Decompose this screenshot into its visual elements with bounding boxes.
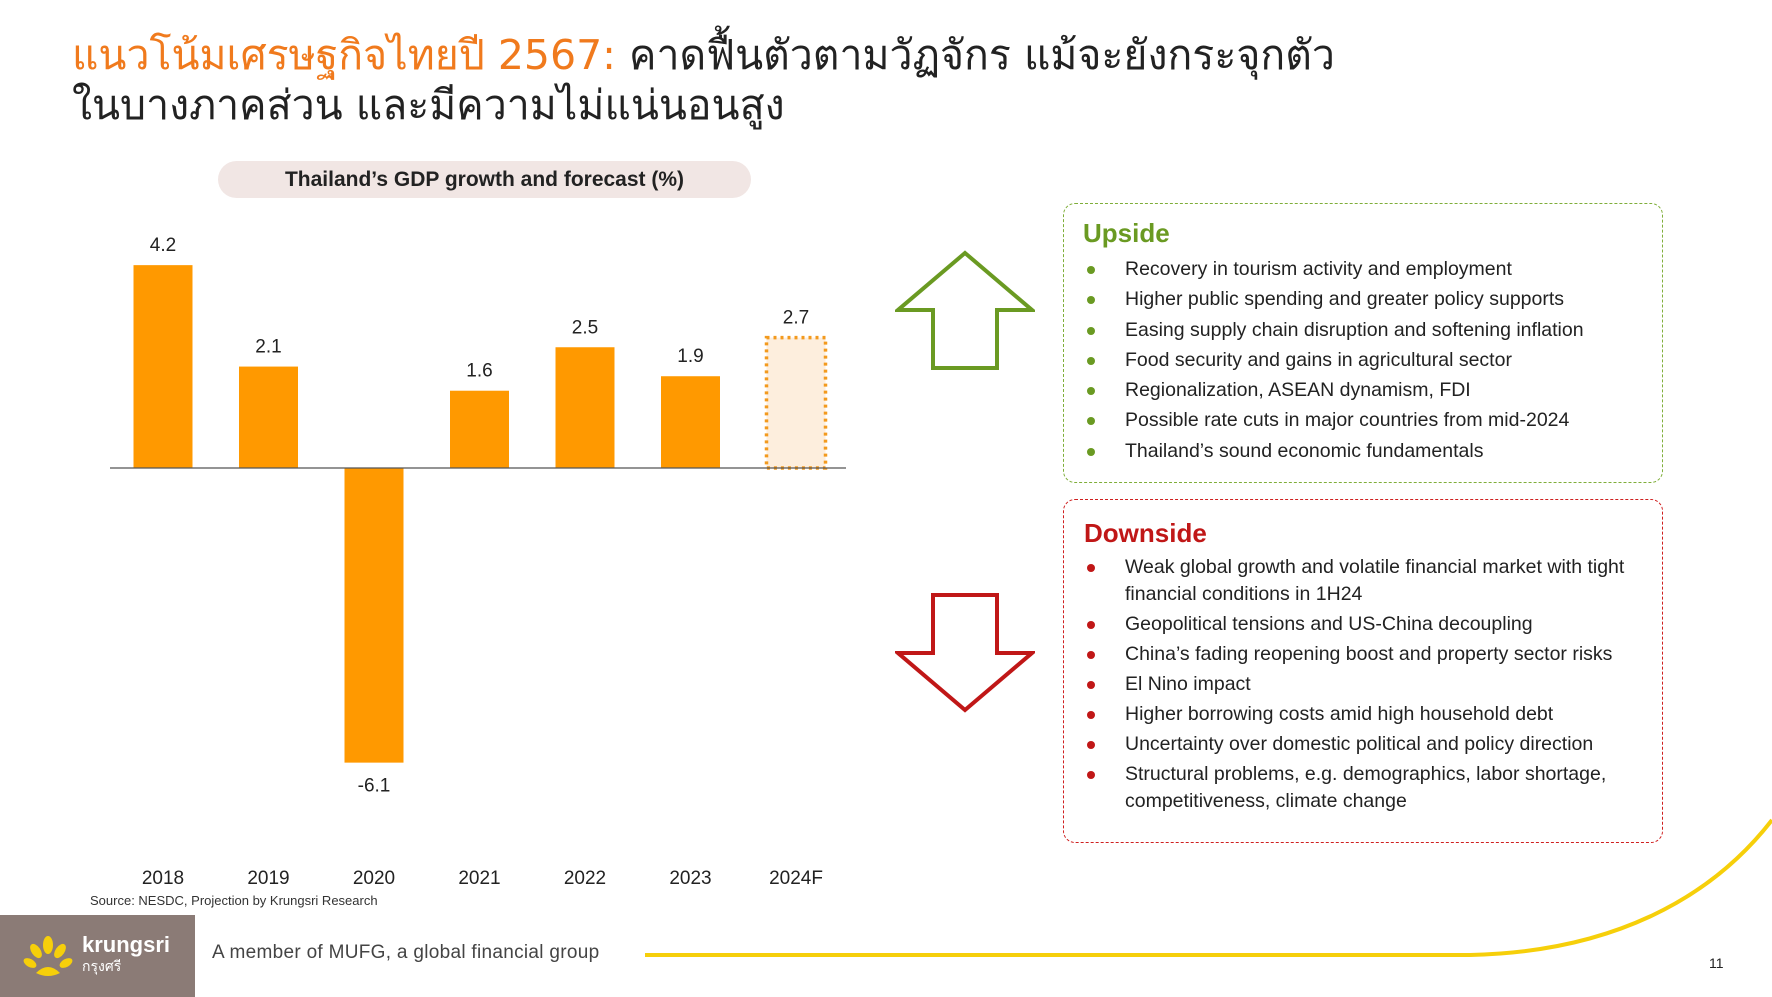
- upside-heading: Upside: [1083, 218, 1170, 248]
- downside-item: El Nino impact: [1084, 671, 1644, 698]
- upside-box: Upside Recovery in tourism activity and …: [1063, 203, 1663, 483]
- data-label: 1.9: [677, 346, 703, 367]
- upside-item-text: Food security and gains in agricultural …: [1125, 348, 1512, 371]
- bullet-icon: [1087, 680, 1095, 689]
- downside-item-text: Weak global growth and volatile financia…: [1125, 556, 1625, 605]
- page-title-line2: ในบางภาคส่วน และมีความไม่แน่นอนสูง: [72, 81, 785, 129]
- downside-item-text: Structural problems, e.g. demographics, …: [1125, 763, 1607, 812]
- upside-item: Possible rate cuts in major countries fr…: [1084, 407, 1644, 434]
- bar: [239, 366, 298, 468]
- downside-box: Downside Weak global growth and volatile…: [1063, 499, 1663, 843]
- down-arrow-icon: [895, 593, 1035, 713]
- page-title: แนวโน้มเศรษฐกิจไทยปี 2567: คาดฟื้นตัวตาม…: [72, 30, 1672, 130]
- krungsri-emblem-icon: [23, 936, 73, 976]
- downside-list: Weak global growth and volatile financia…: [1084, 554, 1644, 818]
- bullet-icon: [1087, 296, 1095, 305]
- upside-list: Recovery in tourism activity and employm…: [1084, 256, 1644, 468]
- bullet-icon: [1087, 564, 1095, 572]
- upside-item-text: Recovery in tourism activity and employm…: [1125, 258, 1512, 280]
- logo-name: krungsri: [82, 932, 171, 957]
- downside-item-text: Higher borrowing costs amid high househo…: [1125, 702, 1554, 725]
- upside-item-text: Easing supply chain disruption and softe…: [1125, 318, 1584, 341]
- upside-item-text: Thailand’s sound economic fundamentals: [1125, 439, 1484, 462]
- x-tick-label: 2024F: [769, 868, 823, 889]
- downside-item: China’s fading reopening boost and prope…: [1084, 641, 1644, 668]
- bullet-icon: [1087, 447, 1095, 456]
- chart-title: Thailand’s GDP growth and forecast (%): [218, 161, 751, 198]
- data-label: 2.7: [783, 308, 809, 329]
- bullet-icon: [1087, 740, 1095, 749]
- x-tick-label: 2020: [353, 868, 395, 889]
- x-tick-label: 2018: [142, 868, 184, 889]
- downside-heading: Downside: [1084, 518, 1207, 548]
- downside-item: Structural problems, e.g. demographics, …: [1084, 761, 1644, 814]
- upside-item-text: Regionalization, ASEAN dynamism, FDI: [1125, 379, 1471, 402]
- data-label: 2.5: [572, 317, 598, 338]
- page-number: 11: [1709, 955, 1724, 971]
- bullet-icon: [1087, 417, 1095, 426]
- downside-item-text: Geopolitical tensions and US-China decou…: [1125, 612, 1533, 635]
- gdp-bar-chart: 4.2 2018 2.1 2019 -6.1 2020 1.6 2021 2.5 2022 1.9 2…: [110, 235, 846, 889]
- bullet-icon: [1087, 387, 1095, 396]
- downside-item-text: China’s fading reopening boost and prope…: [1125, 642, 1613, 665]
- bullet-icon: [1087, 356, 1095, 365]
- upside-item: Recovery in tourism activity and employm…: [1084, 256, 1644, 283]
- downside-item-text: El Nino impact: [1125, 672, 1251, 695]
- x-tick-label: 2019: [247, 868, 289, 889]
- x-tick-label: 2021: [458, 868, 500, 889]
- downside-item: Higher borrowing costs amid high househo…: [1084, 701, 1644, 728]
- bar: [133, 265, 193, 468]
- footer-tagline: A member of MUFG, a global financial gro…: [212, 942, 600, 963]
- upside-item: Food security and gains in agricultural …: [1084, 347, 1644, 374]
- upside-item: Regionalization, ASEAN dynamism, FDI: [1084, 377, 1644, 404]
- bar: [555, 347, 615, 468]
- bullet-icon: [1087, 266, 1095, 274]
- x-tick-label: 2023: [669, 868, 711, 889]
- bullet-icon: [1087, 771, 1095, 780]
- logo-thai: กรุงศรี: [82, 958, 122, 974]
- up-arrow-icon: [895, 250, 1035, 370]
- upside-item-text: Possible rate cuts in major countries fr…: [1125, 409, 1570, 432]
- data-label: 4.2: [150, 235, 176, 256]
- bullet-icon: [1087, 620, 1095, 629]
- krungsri-logo: krungsri กรุงศรี: [0, 915, 195, 997]
- bullet-icon: [1087, 710, 1095, 719]
- x-tick-label: 2022: [564, 868, 606, 889]
- upside-item: Thailand’s sound economic fundamentals: [1084, 438, 1644, 465]
- downside-item: Uncertainty over domestic political and …: [1084, 731, 1644, 758]
- data-label: -6.1: [358, 776, 391, 797]
- data-label: 1.6: [466, 361, 492, 382]
- downside-item: Geopolitical tensions and US-China decou…: [1084, 611, 1644, 638]
- page-title-line1-rest: คาดฟื้นตัวตามวัฏจักร แม้จะยังกระจุกตัว: [616, 31, 1335, 79]
- source-note: Source: NESDC, Projection by Krungsri Re…: [90, 893, 378, 908]
- bullet-icon: [1087, 650, 1095, 659]
- downside-item-text: Uncertainty over domestic political and …: [1125, 732, 1594, 755]
- upside-item: Higher public spending and greater polic…: [1084, 286, 1644, 313]
- bullet-icon: [1087, 326, 1095, 335]
- bar: [661, 376, 720, 468]
- bar: [450, 390, 509, 468]
- data-label: 2.1: [255, 337, 281, 358]
- upside-item: Easing supply chain disruption and softe…: [1084, 317, 1644, 344]
- downside-item: Weak global growth and volatile financia…: [1084, 554, 1644, 607]
- bar: [344, 468, 404, 763]
- page-title-highlight: แนวโน้มเศรษฐกิจไทยปี 2567:: [72, 31, 616, 79]
- bar-forecast: [764, 335, 828, 470]
- upside-item-text: Higher public spending and greater polic…: [1125, 288, 1565, 311]
